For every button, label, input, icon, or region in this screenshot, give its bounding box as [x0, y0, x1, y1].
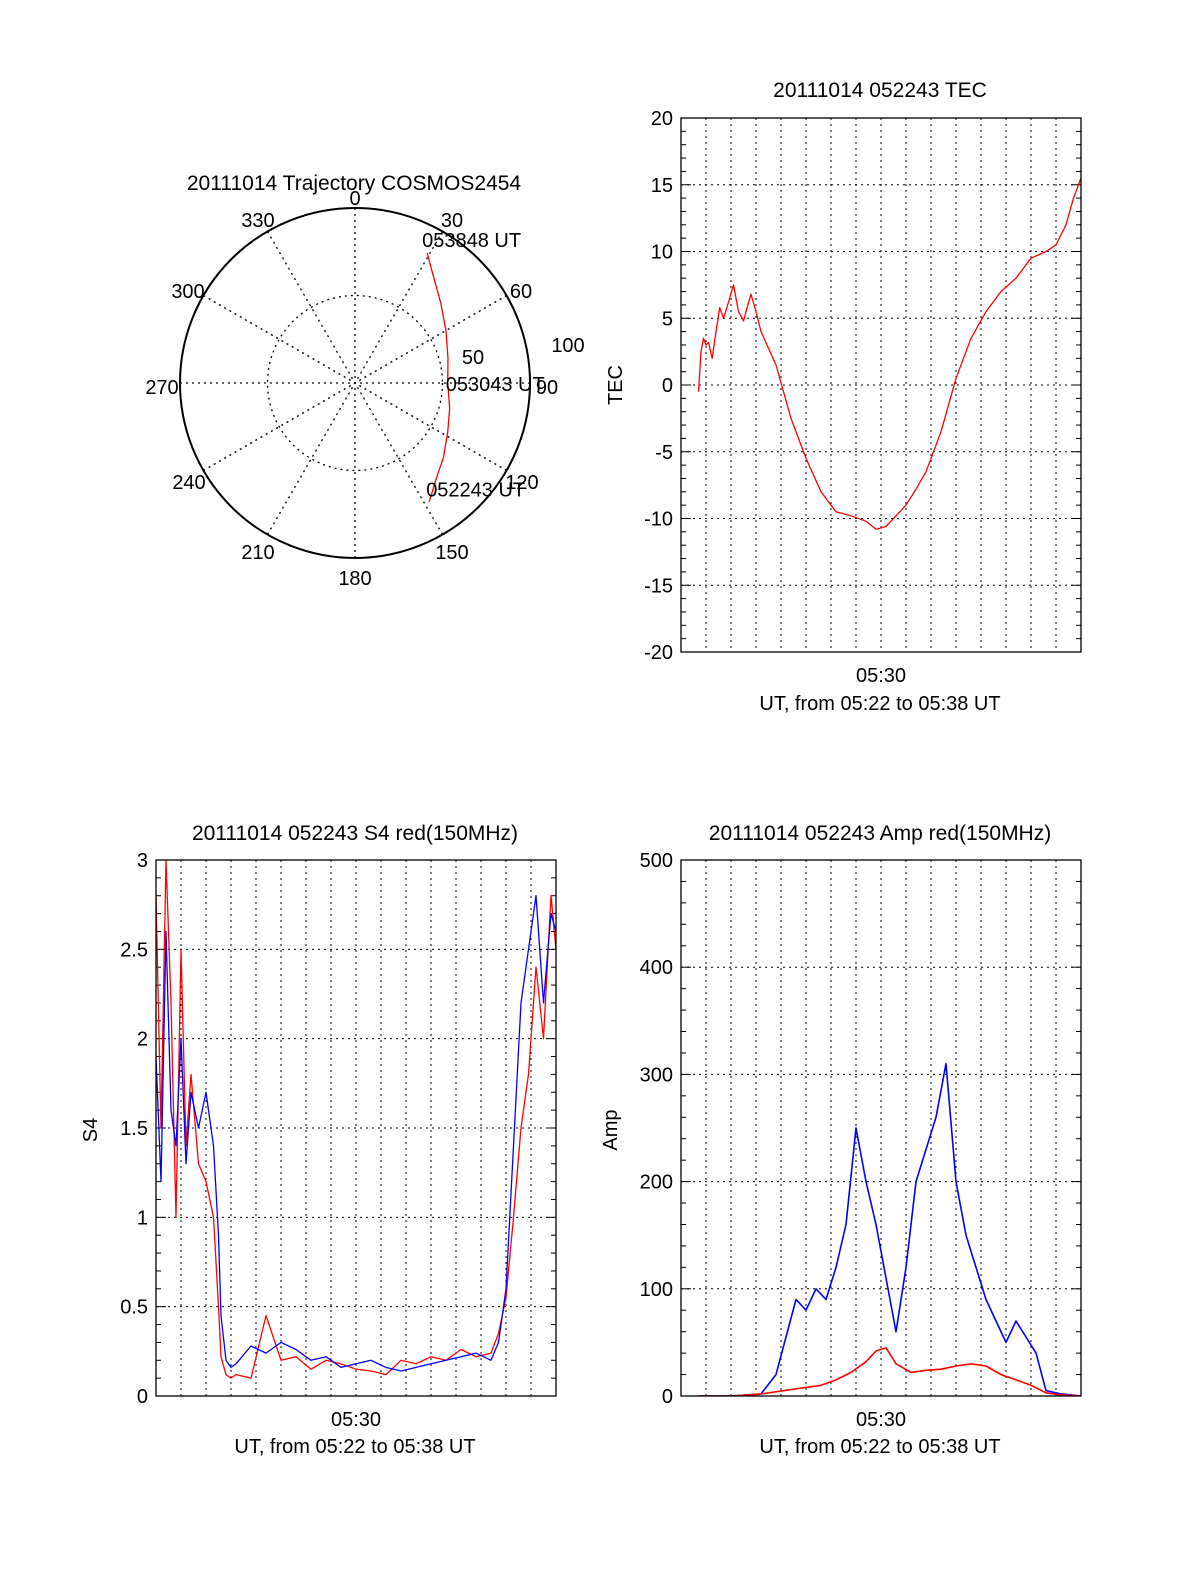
tec-panel: 20111014 052243 TEC UT, from 05:22 to 05…: [605, 79, 1082, 715]
plot-frame: [155, 859, 557, 1397]
polar-axis-labels: 0 30 60 90 120 150 180 210 240 270 300 330 50 100: [145, 188, 584, 590]
s4-plot-area: 0 0.5 1 1.5 2 2.5 3 05:30: [120, 850, 557, 1431]
series-group: [698, 1062, 1081, 1396]
azimuth-tick-label: 270: [145, 377, 178, 399]
time-annotation: 053848 UT: [422, 230, 521, 252]
azimuth-tick-label: 60: [510, 281, 532, 303]
s4-x-axis-label: UT, from 05:22 to 05:38 UT: [234, 1436, 475, 1458]
azimuth-tick-label: 180: [338, 568, 371, 590]
radial-tick-label: 100: [551, 335, 584, 357]
amp-y-axis-label: Amp: [600, 1109, 622, 1150]
y-tick-label: 10: [651, 242, 673, 264]
y-tick-label: 20: [651, 108, 673, 130]
tec-y-axis-label: TEC: [605, 365, 627, 405]
polar-spoke: [266, 231, 444, 535]
series-group: [156, 860, 556, 1379]
x-tick-labels: 05:30: [331, 1409, 381, 1431]
x-tick-labels: 05:30: [856, 665, 906, 687]
azimuth-tick-label: 0: [349, 188, 360, 210]
series-group: [697, 177, 1081, 530]
x-tick-labels: 05:30: [856, 1409, 906, 1431]
plot-frame: [680, 117, 1082, 653]
trajectory-panel: 20111014 Trajectory COSMOS2454 0 30 60 90 12…: [145, 172, 584, 590]
azimuth-tick-label: 330: [241, 210, 274, 232]
y-tick-label: 2.5: [120, 939, 148, 961]
y-tick-label: 100: [640, 1279, 673, 1301]
y-tick-label: -15: [644, 575, 673, 597]
y-tick-label: 300: [640, 1064, 673, 1086]
x-tick-label: 05:30: [331, 1409, 381, 1431]
polar-inner-circle: [266, 294, 444, 472]
x-tick-label: 05:30: [856, 1409, 906, 1431]
azimuth-tick-label: 30: [441, 210, 463, 232]
azimuth-tick-label: 150: [435, 542, 468, 564]
y-tick-labels: 0 0.5 1 1.5 2 2.5 3: [120, 850, 148, 1408]
y-tick-labels: 0 100 200 300 400 500: [640, 850, 673, 1408]
y-tick-label: 0.5: [120, 1297, 148, 1319]
trajectory-line: [426, 252, 451, 502]
x-tick-label: 05:30: [856, 665, 906, 687]
s4-y-axis-label: S4: [80, 1118, 102, 1142]
trajectory-annotations: 053848 UT 053043 UT 052243 UT: [422, 230, 545, 502]
trajectory-track: [426, 252, 451, 502]
tec-plot-area: -20 -15 -10 -5 0 5 10 15 20 05:30: [644, 108, 1082, 687]
y-tick-label: -5: [655, 442, 673, 464]
s4-title: 20111014 052243 S4 red(150MHz): [192, 822, 518, 845]
y-tick-label: 0: [662, 375, 673, 397]
tec-x-axis-label: UT, from 05:22 to 05:38 UT: [759, 693, 1000, 715]
time-annotation: 053043 UT: [446, 374, 545, 396]
azimuth-tick-label: 90: [536, 377, 558, 399]
y-tick-label: 2: [137, 1029, 148, 1051]
tec-title: 20111014 052243 TEC: [773, 79, 987, 102]
amp-x-axis-label: UT, from 05:22 to 05:38 UT: [759, 1436, 1000, 1458]
y-tick-label: 1.5: [120, 1118, 148, 1140]
grid-lines: [156, 860, 556, 1396]
y-tick-label: -20: [644, 642, 673, 664]
y-tick-label: 0: [662, 1386, 673, 1408]
polar-grid: [179, 207, 531, 559]
y-tick-label: 5: [662, 308, 673, 330]
amp-panel: 20111014 052243 Amp red(150MHz) UT, from…: [600, 822, 1082, 1458]
amp-plot-area: 0 100 200 300 400 500 05:30: [640, 850, 1082, 1431]
y-tick-label: 0: [137, 1386, 148, 1408]
y-tick-label: 1: [137, 1207, 148, 1229]
y-tick-label: 15: [651, 175, 673, 197]
azimuth-tick-label: 240: [172, 472, 205, 494]
azimuth-tick-label: 300: [171, 281, 204, 303]
trajectory-title: 20111014 Trajectory COSMOS2454: [187, 172, 522, 195]
time-annotation: 052243 UT: [426, 480, 525, 502]
azimuth-tick-label: 210: [241, 542, 274, 564]
azimuth-tick-label: 120: [505, 472, 538, 494]
y-tick-labels: -20 -15 -10 -5 0 5 10 15 20: [644, 108, 673, 664]
y-tick-label: -10: [644, 509, 673, 531]
y-tick-label: 3: [137, 850, 148, 872]
series-line: [156, 860, 556, 1379]
grid-lines: [681, 860, 1081, 1396]
radial-tick-label: 50: [462, 347, 484, 369]
y-tick-label: 200: [640, 1172, 673, 1194]
plot-frame: [680, 859, 1082, 1397]
y-tick-label: 500: [640, 850, 673, 872]
s4-panel: 20111014 052243 S4 red(150MHz) UT, from …: [80, 822, 557, 1458]
series-line: [697, 177, 1081, 530]
amp-title: 20111014 052243 Amp red(150MHz): [709, 822, 1051, 845]
y-tick-label: 400: [640, 957, 673, 979]
grid-lines: [681, 118, 1081, 652]
series-line: [156, 895, 556, 1372]
